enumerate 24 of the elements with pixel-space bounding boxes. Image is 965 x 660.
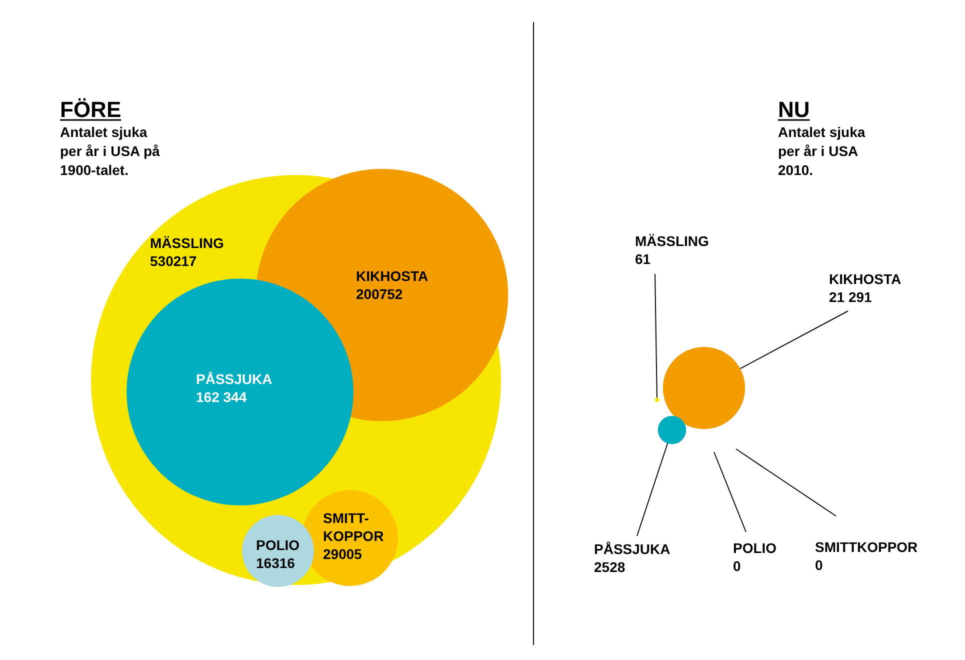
category-label: PÅSSJUKA — [196, 371, 272, 387]
data-label: 200752 — [356, 286, 403, 302]
text: NU — [778, 97, 810, 122]
category-label: SMITT-KOPPOR — [323, 510, 384, 544]
category-label: MÄSSLING — [150, 235, 224, 251]
text: Antalet sjuka per år i USA på 1900-talet. — [60, 124, 160, 178]
data-label: 2528 — [594, 559, 626, 575]
category-label: SMITTKOPPOR — [815, 539, 918, 555]
category-label: MÄSSLING — [635, 233, 709, 249]
data-label: 530217 — [150, 253, 197, 269]
text: FÖRE — [60, 97, 122, 122]
data-label: 61 — [635, 251, 651, 267]
category-label: KIKHOSTA — [356, 268, 428, 284]
data-label: 0 — [815, 557, 823, 573]
data-label: 162 344 — [196, 389, 247, 405]
category-label: PÅSSJUKA — [594, 541, 670, 557]
data-label: 21 291 — [829, 289, 872, 305]
category-label: KIKHOSTA — [829, 271, 902, 287]
category-label: POLIO — [256, 537, 300, 553]
text: Antalet sjuka per år i USA 2010. — [778, 124, 866, 178]
data-label: 29005 — [323, 546, 362, 562]
data-label: 16316 — [256, 555, 296, 571]
data-label: 0 — [733, 558, 741, 574]
category-label: POLIO — [733, 540, 777, 556]
